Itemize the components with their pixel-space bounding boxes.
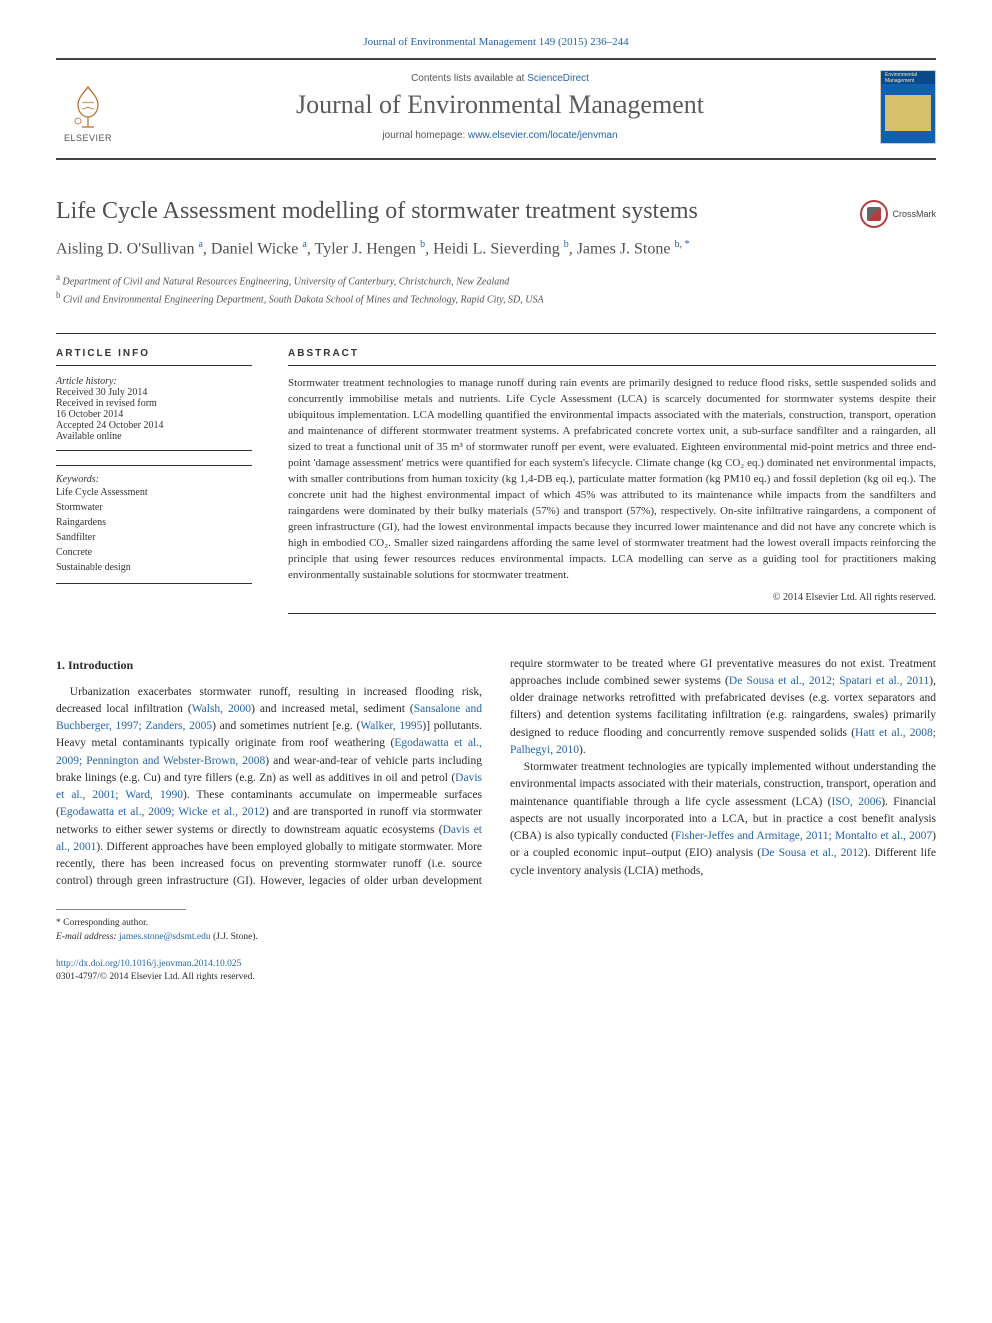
ref-link[interactable]: Walsh, 2000 xyxy=(192,703,251,715)
crossmark-badge-icon xyxy=(860,200,888,228)
email-suffix: (J.J. Stone). xyxy=(211,932,258,942)
article-info-col: ARTICLE INFO Article history: Received 3… xyxy=(56,348,252,613)
affiliation-line: a Department of Civil and Natural Resour… xyxy=(56,271,936,289)
abstract-copyright: © 2014 Elsevier Ltd. All rights reserved… xyxy=(288,592,936,614)
history-line: Received in revised form xyxy=(56,398,252,409)
affiliation-line: b Civil and Environmental Engineering De… xyxy=(56,289,936,307)
keyword-item: Sandfilter xyxy=(56,530,252,545)
email-label: E-mail address: xyxy=(56,932,119,942)
article-info-heading: ARTICLE INFO xyxy=(56,348,252,366)
doi-block: http://dx.doi.org/10.1016/j.jenvman.2014… xyxy=(56,958,936,985)
journal-header: ELSEVIER Contents lists available at Sci… xyxy=(56,58,936,160)
ref-link[interactable]: De Sousa et al., 2012; Spatari et al., 2… xyxy=(729,675,929,687)
keywords-label: Keywords: xyxy=(56,465,252,485)
body-columns: 1. Introduction Urbanization exacerbates… xyxy=(56,656,936,891)
keyword-item: Raingardens xyxy=(56,515,252,530)
abstract-col: ABSTRACT Stormwater treatment technologi… xyxy=(288,348,936,613)
article-history-lines: Received 30 July 2014Received in revised… xyxy=(56,387,252,451)
history-line: Accepted 24 October 2014 xyxy=(56,420,252,431)
journal-cover-thumb: Environmental Management xyxy=(880,70,936,144)
page-root: Journal of Environmental Management 149 … xyxy=(0,0,992,1025)
article-history-label: Article history: xyxy=(56,376,252,387)
elsevier-wordmark: ELSEVIER xyxy=(64,133,112,143)
elsevier-logo: ELSEVIER xyxy=(56,71,120,143)
intro-para-2: Stormwater treatment technologies are ty… xyxy=(510,759,936,880)
homepage-prefix: journal homepage: xyxy=(382,130,468,141)
email-line: E-mail address: james.stone@sdsmt.edu (J… xyxy=(56,930,936,944)
corresponding-email-link[interactable]: james.stone@sdsmt.edu xyxy=(119,932,211,942)
contents-prefix: Contents lists available at xyxy=(411,73,527,84)
ref-link[interactable]: Egodawatta et al., 2009; Wicke et al., 2… xyxy=(60,806,265,818)
abstract-text: Stormwater treatment technologies to man… xyxy=(288,376,936,583)
title-block: Life Cycle Assessment modelling of storm… xyxy=(56,196,936,228)
authors-line: Aisling D. O'Sullivan a, Daniel Wicke a,… xyxy=(56,238,936,261)
history-line: Available online xyxy=(56,431,252,442)
journal-homepage-line: journal homepage: www.elsevier.com/locat… xyxy=(138,130,862,141)
ref-link[interactable]: ISO, 2006 xyxy=(831,796,881,808)
elsevier-tree-icon xyxy=(64,83,112,131)
corresponding-author-label: * Corresponding author. xyxy=(56,916,936,930)
journal-name: Journal of Environmental Management xyxy=(138,90,862,120)
history-line: Received 30 July 2014 xyxy=(56,387,252,398)
abstract-heading: ABSTRACT xyxy=(288,348,936,366)
sciencedirect-link[interactable]: ScienceDirect xyxy=(527,73,589,84)
article-title: Life Cycle Assessment modelling of storm… xyxy=(56,196,846,226)
doi-link[interactable]: http://dx.doi.org/10.1016/j.jenvman.2014… xyxy=(56,959,241,969)
keyword-item: Life Cycle Assessment xyxy=(56,485,252,500)
citation-line: Journal of Environmental Management 149 … xyxy=(56,36,936,48)
keyword-item: Sustainable design xyxy=(56,560,252,575)
meta-row: ARTICLE INFO Article history: Received 3… xyxy=(56,333,936,613)
journal-homepage-link[interactable]: www.elsevier.com/locate/jenvman xyxy=(468,130,618,141)
crossmark-widget[interactable]: CrossMark xyxy=(860,200,936,228)
keyword-item: Stormwater xyxy=(56,500,252,515)
issn-copyright-line: 0301-4797/© 2014 Elsevier Ltd. All right… xyxy=(56,971,936,984)
crossmark-label: CrossMark xyxy=(892,209,936,219)
keyword-item: Concrete xyxy=(56,545,252,560)
footnotes: * Corresponding author. E-mail address: … xyxy=(56,916,936,945)
affiliations: a Department of Civil and Natural Resour… xyxy=(56,271,936,308)
keywords-list: Life Cycle AssessmentStormwaterRaingarde… xyxy=(56,485,252,584)
contents-lists-line: Contents lists available at ScienceDirec… xyxy=(138,73,862,84)
section-heading-intro: 1. Introduction xyxy=(56,656,482,674)
cover-label: Environmental Management xyxy=(885,73,931,84)
ref-link[interactable]: Walker, 1995 xyxy=(360,720,422,732)
footnote-separator xyxy=(56,909,186,910)
history-line: 16 October 2014 xyxy=(56,409,252,420)
ref-link[interactable]: Fisher-Jeffes and Armitage, 2011; Montal… xyxy=(675,830,932,842)
header-center: Contents lists available at ScienceDirec… xyxy=(138,73,862,141)
ref-link[interactable]: De Sousa et al., 2012 xyxy=(761,847,864,859)
